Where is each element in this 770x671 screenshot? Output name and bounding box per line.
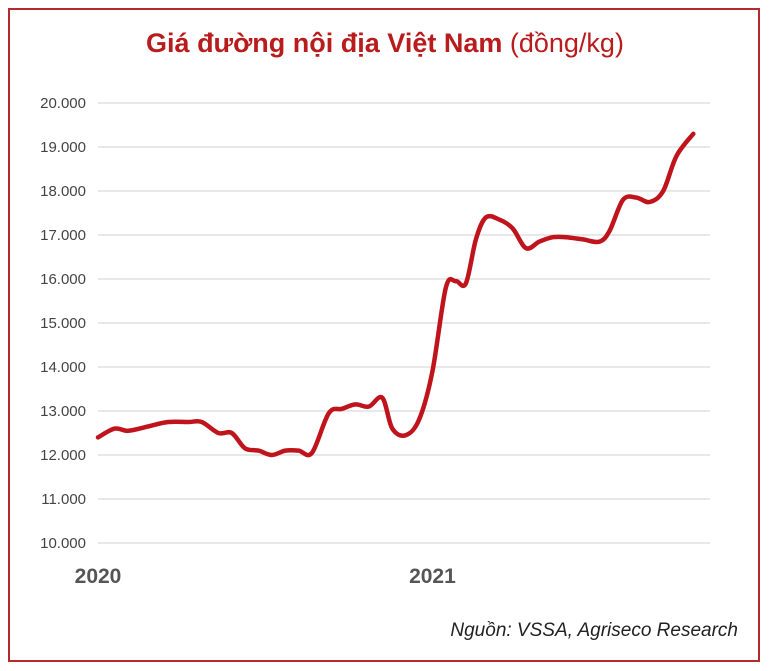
- chart-title: Giá đường nội địa Việt Nam (đồng/kg): [0, 28, 770, 59]
- y-tick-label-3: 13.000: [40, 403, 86, 420]
- chart-title-main: Giá đường nội địa Việt Nam: [146, 28, 503, 58]
- y-tick-label-4: 14.000: [40, 359, 86, 376]
- y-tick-label-9: 19.000: [40, 139, 86, 156]
- y-tick-label-2: 12.000: [40, 447, 86, 464]
- source-note: Nguồn: VSSA, Agriseco Research: [450, 620, 738, 641]
- y-tick-label-6: 16.000: [40, 271, 86, 288]
- chart-title-unit: (đồng/kg): [509, 28, 624, 58]
- y-tick-label-0: 10.000: [40, 535, 86, 552]
- x-tick-label-1: 2021: [409, 565, 456, 588]
- series-line-0: [95, 131, 696, 458]
- chart-frame: [8, 8, 760, 662]
- y-tick-label-1: 11.000: [41, 491, 86, 508]
- y-tick-label-5: 15.000: [40, 315, 86, 332]
- y-tick-label-8: 18.000: [40, 183, 86, 200]
- y-tick-label-10: 20.000: [40, 95, 86, 112]
- y-tick-label-7: 17.000: [40, 227, 86, 244]
- x-tick-label-0: 2020: [75, 565, 122, 588]
